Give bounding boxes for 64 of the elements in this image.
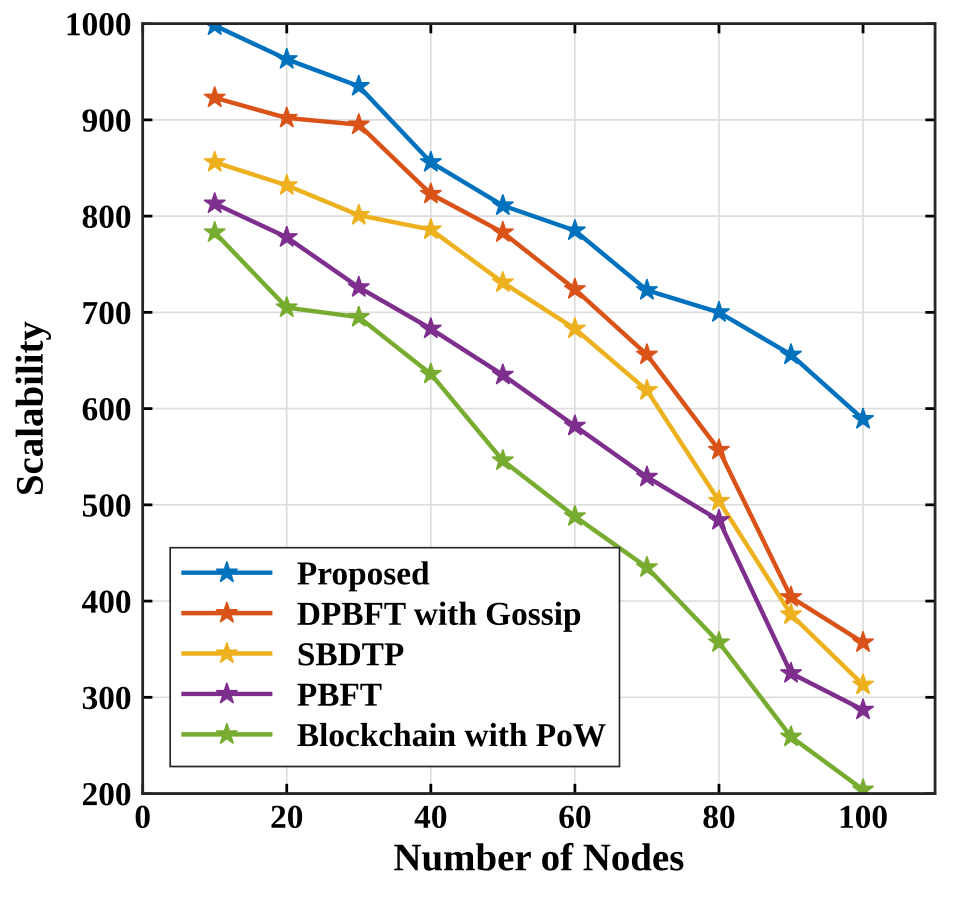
point [780,342,802,364]
y-tick-label: 500 [82,494,130,517]
point [564,414,586,436]
y-tick-label: 800 [82,206,130,228]
point [564,277,586,299]
y-tick-label: 600 [82,398,130,420]
point [852,698,874,720]
point [203,150,226,172]
point [420,316,442,338]
point [636,378,658,400]
legend-label: Blockchain with PoW [297,722,606,747]
x-axis-title: Number of Nodes [394,842,684,871]
y-tick-label: 700 [83,302,130,324]
point [780,585,802,607]
point [636,342,658,364]
point [708,630,730,652]
point [492,363,514,385]
y-tick-label: 400 [82,590,130,613]
point [780,602,802,624]
x-tick-label: 40 [414,806,446,828]
point [780,724,802,746]
point [275,47,298,69]
legend-label: SBDTP [298,643,404,666]
point [636,278,658,300]
point [420,150,442,172]
x-tick-label: 0 [136,806,150,828]
point [708,508,730,530]
point [348,203,370,225]
y-axis-title: Scalability [16,321,52,494]
point [852,630,874,652]
y-tick-label: 200 [82,782,130,806]
point [852,407,874,429]
point [203,86,226,108]
point [564,316,586,338]
point [275,225,298,247]
x-tick-label: 60 [559,806,590,828]
point [564,504,586,526]
point [636,465,658,487]
point [852,673,874,694]
point [348,305,370,327]
legend-label: PBFT [297,684,382,706]
point [203,220,226,242]
point [492,194,514,216]
point [203,192,226,214]
point [275,296,298,318]
x-tick-label: 100 [840,806,887,828]
legend-label: DPBFT with Gossip [297,602,580,632]
legend-label: Proposed [297,561,430,592]
point [492,270,514,292]
point [492,448,514,470]
point [420,362,442,384]
point [420,182,442,204]
y-tick-label: 900 [82,109,130,132]
point [636,556,658,578]
point [348,112,370,134]
point [708,438,730,460]
x-tick-label: 20 [271,806,302,828]
y-tick-label: 1000 [68,13,130,36]
point [780,661,802,683]
y-tick-label: 300 [82,686,130,710]
point [348,276,370,298]
point [492,220,514,242]
point [708,489,730,511]
x-tick-label: 80 [703,806,734,828]
